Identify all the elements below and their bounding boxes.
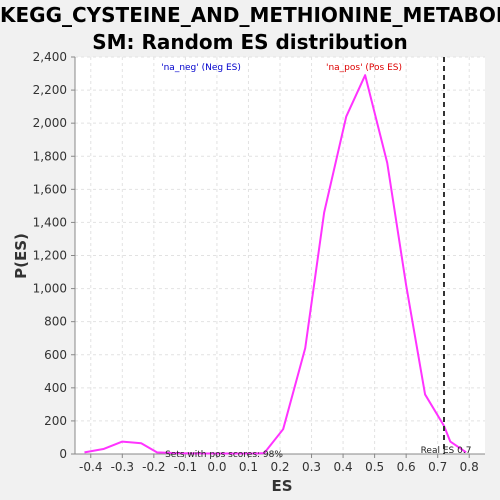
y-tick-label: 1,000 — [33, 282, 67, 296]
y-tick-label: 200 — [44, 414, 67, 428]
chart-title: KEGG_CYSTEINE_AND_METHIONINE_METABOLI SM… — [0, 0, 500, 56]
sets-pos-scores-annotation: Sets with pos scores: 98% — [165, 450, 283, 460]
x-tick-label: 0.1 — [239, 460, 258, 474]
y-tick-label: 400 — [44, 381, 67, 395]
x-tick-label: 0.2 — [270, 460, 289, 474]
y-tick-label: 1,600 — [33, 182, 67, 196]
y-tick-label: 1,200 — [33, 249, 67, 263]
chart-title-line-2: SM: Random ES distribution — [92, 30, 408, 54]
x-tick-label: -0.1 — [174, 460, 197, 474]
y-tick-label: 1,800 — [33, 149, 67, 163]
y-tick-label: 0 — [59, 447, 67, 461]
y-axis-label: P(ES) — [12, 233, 30, 279]
y-tick-label: 1,400 — [33, 215, 67, 229]
x-axis-label: ES — [271, 477, 292, 495]
es-distribution-line — [84, 74, 467, 455]
x-tick-label: -0.3 — [111, 460, 134, 474]
neg-es-annotation: 'na_neg' (Neg ES) — [161, 63, 241, 73]
x-tick-label: 0.3 — [302, 460, 321, 474]
y-tick-label: 2,000 — [33, 116, 67, 130]
y-tick-label: 2,400 — [33, 50, 67, 64]
x-tick-label: 0.6 — [397, 460, 416, 474]
real-es-label: Real ES 0.7 — [421, 446, 472, 456]
x-axis-ticks: -0.4 -0.3 -0.2 -0.1 0.0 0.1 0.2 0.3 0.4 0.5 0.6 0.7… — [79, 454, 479, 474]
x-tick-label: 0.0 — [207, 460, 226, 474]
x-tick-label: 0.4 — [334, 460, 353, 474]
real-es-reference-line: Real ES 0.7 — [421, 57, 472, 456]
chart-title-line-1: KEGG_CYSTEINE_AND_METHIONINE_METABOLI — [0, 3, 500, 27]
x-tick-label: -0.4 — [79, 460, 102, 474]
grid-lines — [75, 56, 485, 455]
x-tick-label: 0.7 — [428, 460, 447, 474]
y-tick-label: 2,200 — [33, 83, 67, 97]
y-tick-label: 800 — [44, 315, 67, 329]
y-axis-ticks: 0 200 400 600 800 1,000 1,200 1,400 1,600 1,800 2,… — [33, 50, 75, 461]
y-tick-label: 600 — [44, 348, 67, 362]
pos-es-annotation: 'na_pos' (Pos ES) — [326, 63, 402, 73]
x-tick-label: 0.8 — [460, 460, 479, 474]
x-tick-label: 0.5 — [365, 460, 384, 474]
series-group — [84, 74, 467, 455]
x-tick-label: -0.2 — [142, 460, 165, 474]
